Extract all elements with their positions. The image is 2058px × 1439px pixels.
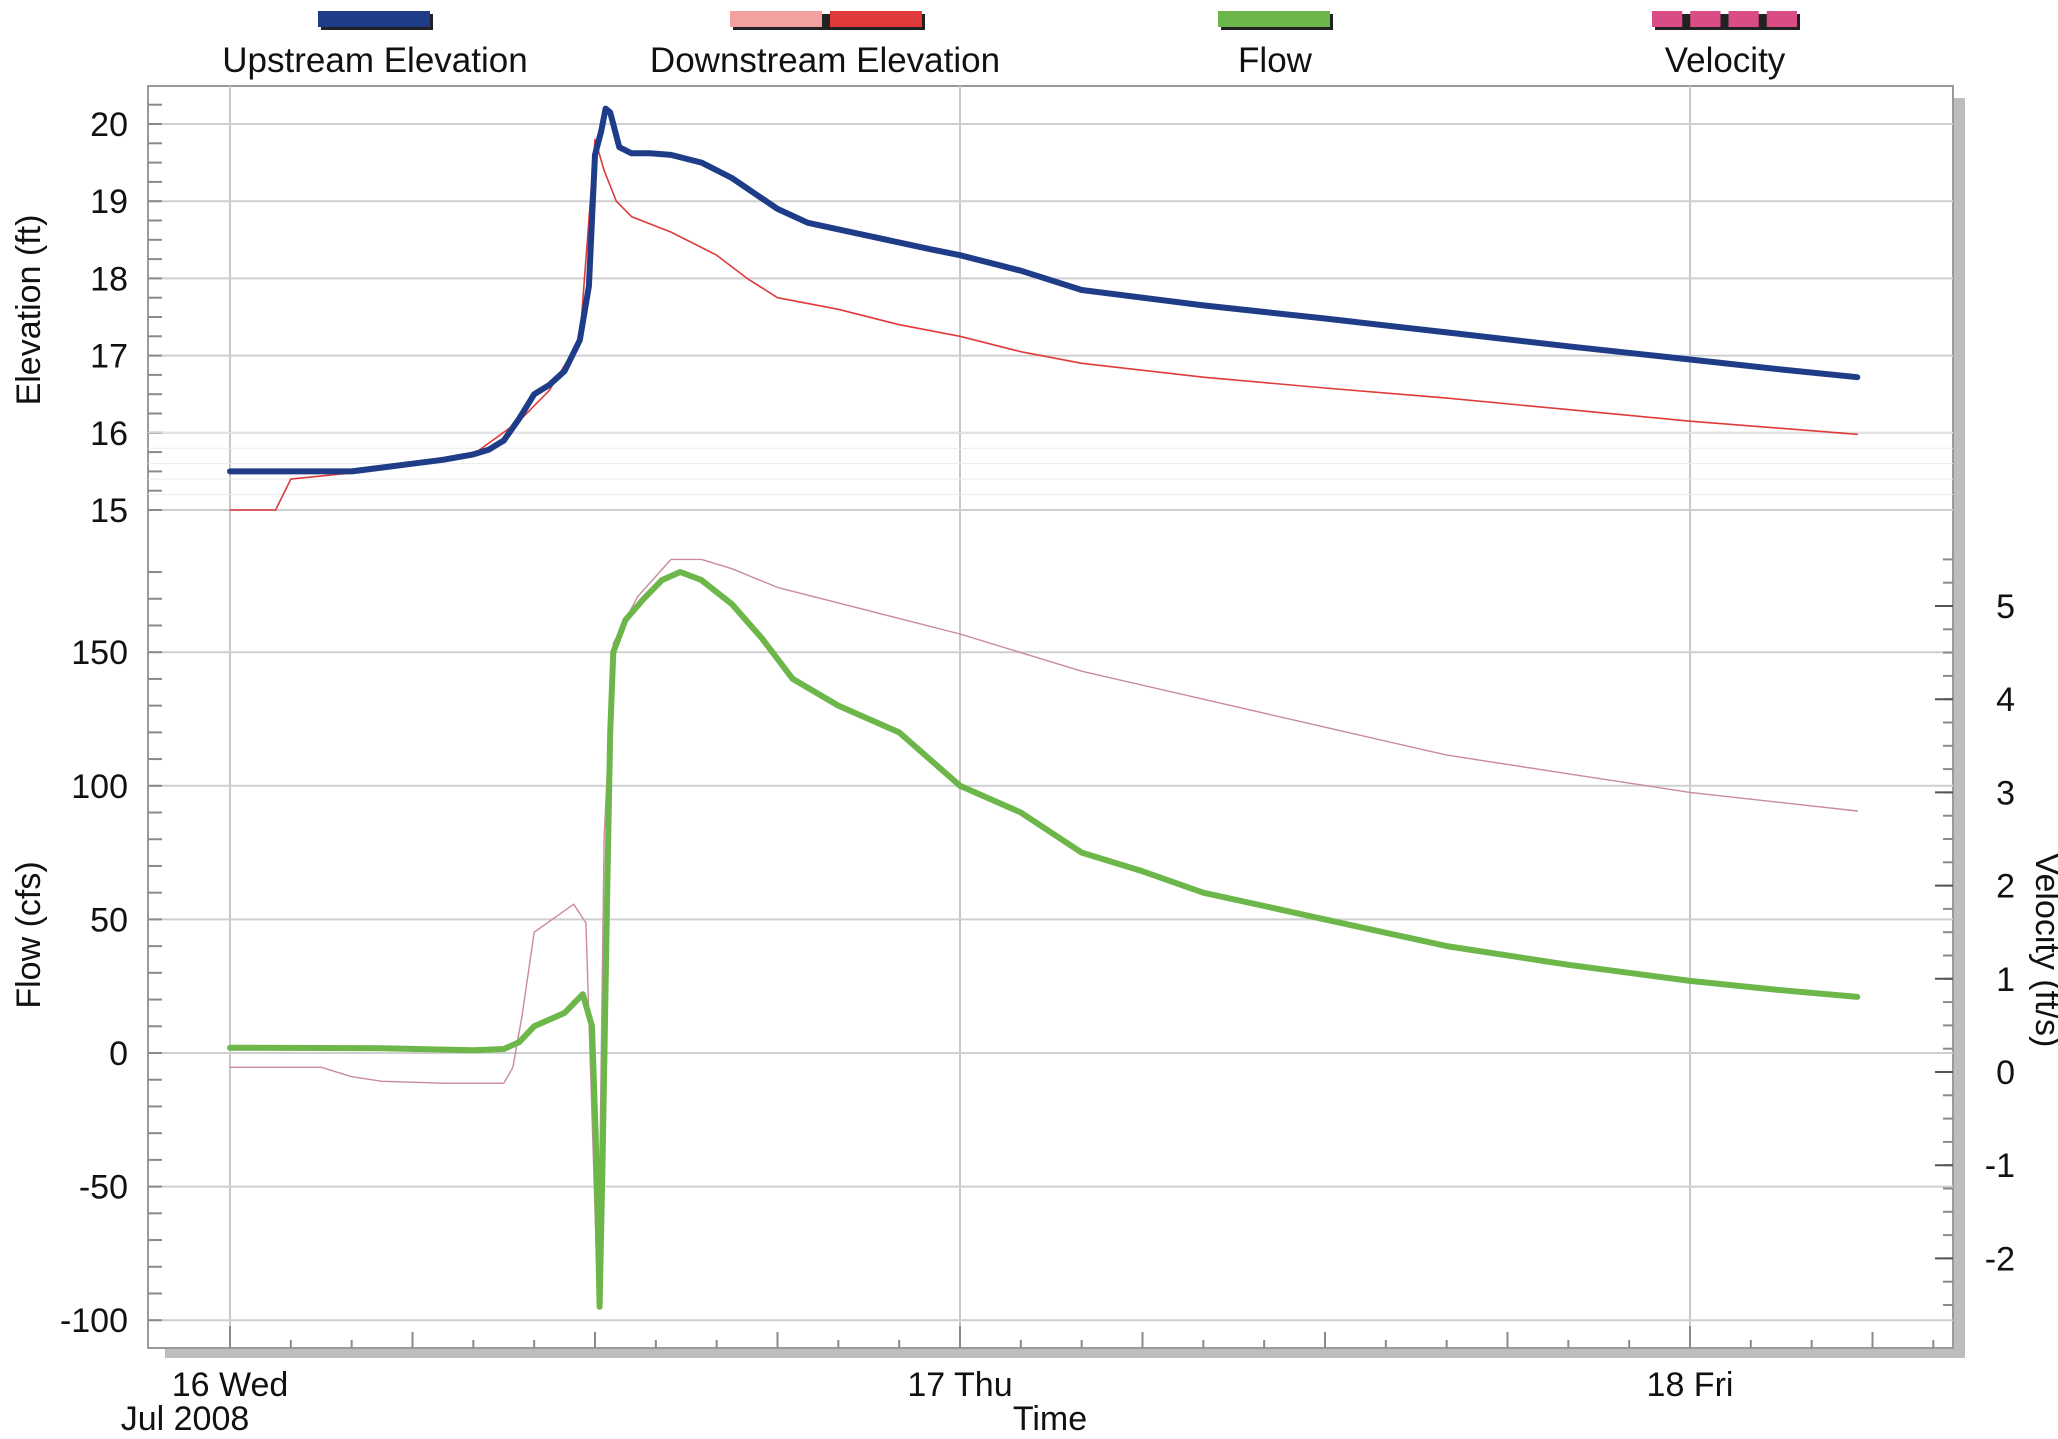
velocity-tick-label: -2 [1985,1240,2015,1278]
flow-tick-label: 0 [109,1035,128,1073]
legend-entry-upstream-elevation: Upstream Elevation [222,11,528,80]
elevation-tick-label: 18 [90,260,128,298]
legend-swatch [830,11,922,27]
x-tick-label: 17 Thu [907,1366,1012,1404]
legend: Upstream Elevation Downstream Elevation Fl… [222,11,1800,80]
elevation-tick-label: 15 [90,492,128,530]
legend-entry-flow: Flow [1218,11,1333,80]
elevation-tick-label: 20 [90,106,128,144]
x-axis-sublabel: Jul 2008 [121,1400,250,1438]
elevation-tick-label: 17 [90,338,128,376]
elevation-tick-label: 19 [90,183,128,221]
velocity-tick-label: 1 [1996,961,2015,999]
legend-swatch-dash [1728,11,1759,27]
axes: 15 16 17 18 19 20 -100 -50 0 50 100 150 -2 -1 0 1 2 3 4 5 16… [10,106,2058,1438]
series-lines [227,105,1861,1310]
legend-swatch [1218,11,1330,27]
legend-swatch [730,11,822,27]
flow-tick-label: 150 [71,634,128,672]
legend-label: Downstream Elevation [650,41,1000,80]
flow-axis-title: Flow (cfs) [10,861,48,1008]
x-tick-label: 16 Wed [172,1366,289,1404]
x-axis-title: Time [1013,1400,1087,1438]
x-tick-label: 18 Fri [1647,1366,1734,1404]
elevation-axis-title: Elevation (ft) [10,215,48,406]
legend-entry-downstream-elevation: Downstream Elevation [650,11,1000,80]
velocity-tick-label: 4 [1996,681,2015,719]
legend-entry-velocity: Velocity [1652,11,1800,80]
velocity-tick-label: -1 [1985,1147,2015,1185]
series-upstream-elevation-line [227,105,1861,475]
legend-swatch [318,11,430,27]
flow-tick-label: 100 [71,768,128,806]
velocity-tick-label: 2 [1996,868,2015,906]
legend-label: Velocity [1665,41,1786,80]
velocity-tick-label: 0 [1996,1054,2015,1092]
elevation-tick-label: 16 [90,415,128,453]
velocity-axis-title: Velocity (ft/s) [2028,853,2058,1048]
legend-swatch-dash [1652,11,1683,27]
series-flow-line [227,569,1861,1310]
legend-label: Flow [1238,41,1313,80]
velocity-tick-label: 3 [1996,774,2015,812]
flow-tick-label: -100 [60,1302,128,1340]
legend-swatch-dash [1690,11,1721,27]
velocity-tick-label: 5 [1996,588,2015,626]
flow-tick-label: -50 [79,1169,128,1207]
flow-tick-label: 50 [90,901,128,939]
legend-swatch-dash [1766,11,1797,27]
series-velocity-line [229,558,1858,1306]
plot-area [147,85,1954,1349]
legend-label: Upstream Elevation [222,41,527,80]
